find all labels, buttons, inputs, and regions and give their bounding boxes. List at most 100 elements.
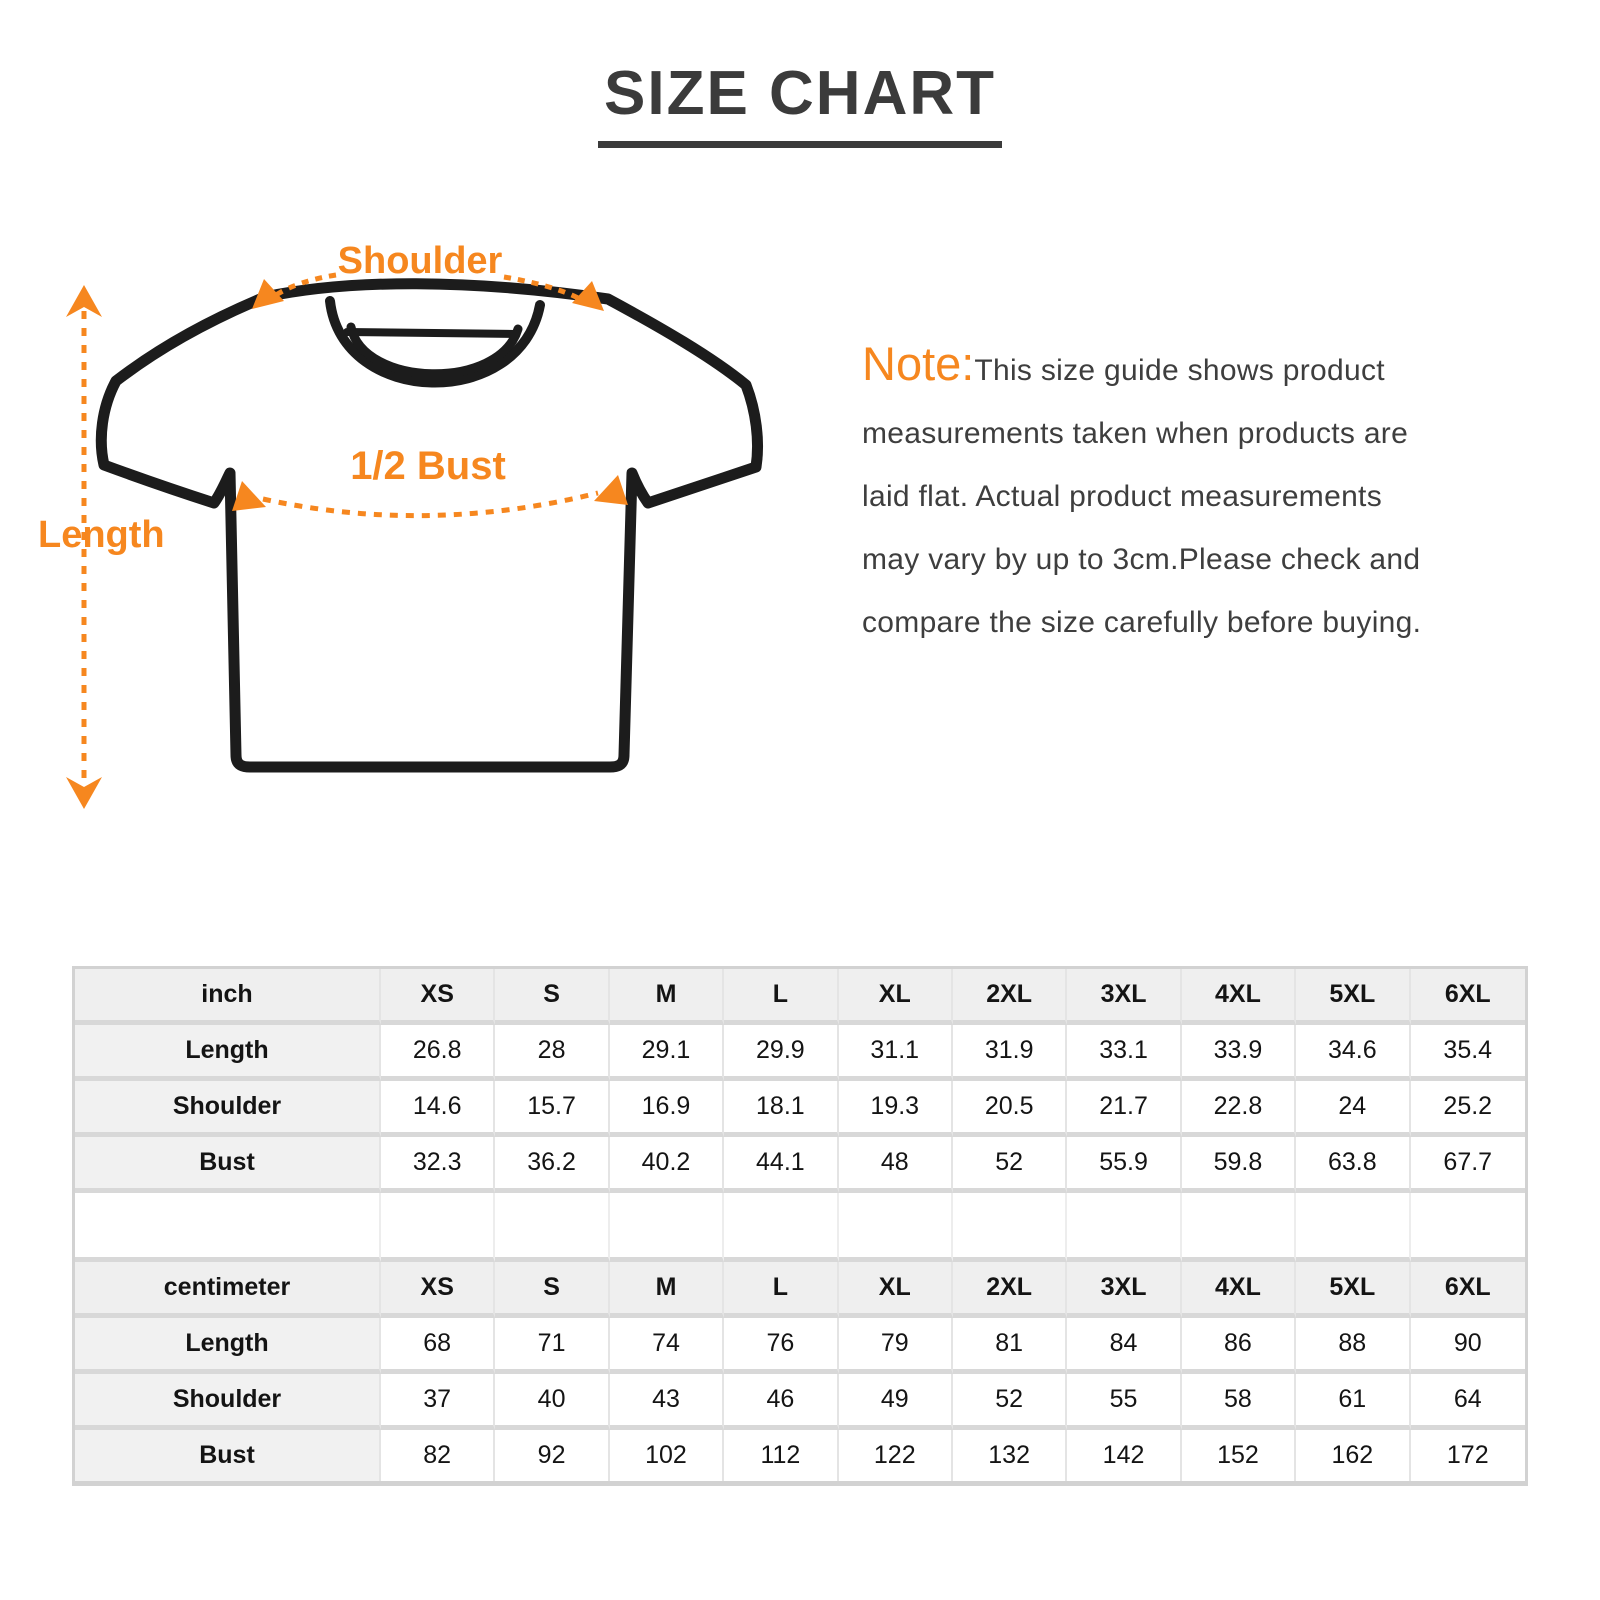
size-table: inch XS S M L XL 2XL 3XL 4XL 5XL 6XL Length 26.8 28 29… [75, 969, 1525, 1481]
note-prefix: Note: [862, 337, 975, 390]
measure-value-cell: 32.3 [381, 1137, 496, 1193]
page-header: SIZE CHART [0, 58, 1600, 148]
spacer-cell [838, 1193, 953, 1262]
spacer-cell [1296, 1193, 1411, 1262]
size-table-container: inch XS S M L XL 2XL 3XL 4XL 5XL 6XL Length 26.8 28 29… [72, 966, 1528, 1486]
measure-value-cell: 90 [1410, 1318, 1525, 1374]
size-header-cell: XS [381, 1262, 496, 1318]
note-paragraph: Note:This size guide shows product measu… [862, 332, 1530, 654]
size-header-cell: 5XL [1296, 969, 1411, 1025]
spacer-cell [952, 1193, 1068, 1262]
table-row: Length 26.8 28 29.1 29.9 31.1 31.9 33.1 33.9 34.6… [75, 1025, 1525, 1081]
measure-value-cell: 29.9 [724, 1025, 839, 1081]
bust-label: 1/2 Bust [350, 444, 506, 488]
page-title: SIZE CHART [598, 58, 1002, 148]
measure-value-cell: 82 [381, 1430, 496, 1481]
unit-header-cell: inch [75, 969, 381, 1025]
measure-value-cell: 102 [609, 1430, 725, 1481]
size-header-cell: 2XL [952, 969, 1068, 1025]
measure-value-cell: 22.8 [1181, 1081, 1297, 1137]
length-measure-annotation: Length [38, 285, 165, 809]
measure-value-cell: 33.9 [1181, 1025, 1297, 1081]
measure-value-cell: 86 [1181, 1318, 1297, 1374]
measure-value-cell: 31.1 [838, 1025, 953, 1081]
measure-value-cell: 76 [724, 1318, 839, 1374]
size-header-cell: M [609, 969, 725, 1025]
measure-value-cell: 67.7 [1410, 1137, 1525, 1193]
measure-value-cell: 21.7 [1067, 1081, 1182, 1137]
measure-label-cell: Length [75, 1025, 381, 1081]
table-row: Length 68 71 74 76 79 81 84 86 88 90 [75, 1318, 1525, 1374]
spacer-cell [1067, 1193, 1182, 1262]
measure-value-cell: 25.2 [1410, 1081, 1525, 1137]
measure-value-cell: 52 [952, 1137, 1068, 1193]
measure-value-cell: 74 [609, 1318, 725, 1374]
shoulder-measure-annotation: Shoulder [252, 240, 604, 311]
shoulder-arrow-right-icon [572, 281, 604, 311]
measure-value-cell: 24 [1296, 1081, 1411, 1137]
spacer-cell [495, 1193, 610, 1262]
spacer-cell [381, 1193, 496, 1262]
spacer-cell [1410, 1193, 1525, 1262]
measure-value-cell: 40.2 [609, 1137, 725, 1193]
length-arrow-down-icon [66, 777, 102, 809]
measure-value-cell: 35.4 [1410, 1025, 1525, 1081]
measure-value-cell: 79 [838, 1318, 953, 1374]
measure-value-cell: 55.9 [1067, 1137, 1182, 1193]
size-header-cell: XS [381, 969, 496, 1025]
table-header-row: inch XS S M L XL 2XL 3XL 4XL 5XL 6XL [75, 969, 1525, 1025]
measure-value-cell: 152 [1181, 1430, 1297, 1481]
measure-value-cell: 63.8 [1296, 1137, 1411, 1193]
size-header-cell: 4XL [1181, 1262, 1297, 1318]
measure-value-cell: 64 [1410, 1374, 1525, 1430]
table-row: Bust 82 92 102 112 122 132 142 152 162 172 [75, 1430, 1525, 1481]
measure-value-cell: 61 [1296, 1374, 1411, 1430]
spacer-cell [609, 1193, 725, 1262]
size-header-cell: S [495, 1262, 610, 1318]
measure-value-cell: 46 [724, 1374, 839, 1430]
tshirt-outline-icon [95, 278, 763, 773]
size-header-cell: S [495, 969, 610, 1025]
bust-arrow-right-icon [594, 475, 628, 505]
tshirt-measurement-diagram: Shoulder 1/2 Bust Length [38, 240, 763, 809]
length-arrow-up-icon [66, 285, 102, 317]
measure-value-cell: 48 [838, 1137, 953, 1193]
measure-label-cell: Bust [75, 1430, 381, 1481]
measure-label-cell: Length [75, 1318, 381, 1374]
measure-value-cell: 26.8 [381, 1025, 496, 1081]
table-row: Shoulder 14.6 15.7 16.9 18.1 19.3 20.5 21.7 22.8… [75, 1081, 1525, 1137]
measure-value-cell: 55 [1067, 1374, 1182, 1430]
measure-value-cell: 36.2 [495, 1137, 610, 1193]
measure-value-cell: 37 [381, 1374, 496, 1430]
measure-value-cell: 172 [1410, 1430, 1525, 1481]
measure-value-cell: 132 [952, 1430, 1068, 1481]
spacer-cell [75, 1193, 381, 1262]
size-header-cell: L [724, 1262, 839, 1318]
size-header-cell: 6XL [1410, 969, 1525, 1025]
table-row: Bust 32.3 36.2 40.2 44.1 48 52 55.9 59.8 63.8 67.7 [75, 1137, 1525, 1193]
size-header-cell: XL [838, 1262, 953, 1318]
table-row: Shoulder 37 40 43 46 49 52 55 58 61 64 [75, 1374, 1525, 1430]
measure-value-cell: 43 [609, 1374, 725, 1430]
size-header-cell: 3XL [1067, 1262, 1182, 1318]
size-header-cell: L [724, 969, 839, 1025]
size-header-cell: M [609, 1262, 725, 1318]
measure-value-cell: 112 [724, 1430, 839, 1481]
note-text: This size guide shows product measuremen… [862, 354, 1422, 639]
measure-value-cell: 52 [952, 1374, 1068, 1430]
measure-value-cell: 33.1 [1067, 1025, 1182, 1081]
measure-label-cell: Bust [75, 1137, 381, 1193]
measure-value-cell: 58 [1181, 1374, 1297, 1430]
measure-value-cell: 28 [495, 1025, 610, 1081]
measure-value-cell: 16.9 [609, 1081, 725, 1137]
size-header-cell: 5XL [1296, 1262, 1411, 1318]
size-header-cell: 4XL [1181, 969, 1297, 1025]
measure-value-cell: 20.5 [952, 1081, 1068, 1137]
bust-measure-annotation: 1/2 Bust [232, 444, 628, 519]
measure-value-cell: 84 [1067, 1318, 1182, 1374]
measure-value-cell: 59.8 [1181, 1137, 1297, 1193]
spacer-cell [724, 1193, 839, 1262]
measure-value-cell: 122 [838, 1430, 953, 1481]
length-label: Length [38, 514, 165, 556]
measure-value-cell: 142 [1067, 1430, 1182, 1481]
